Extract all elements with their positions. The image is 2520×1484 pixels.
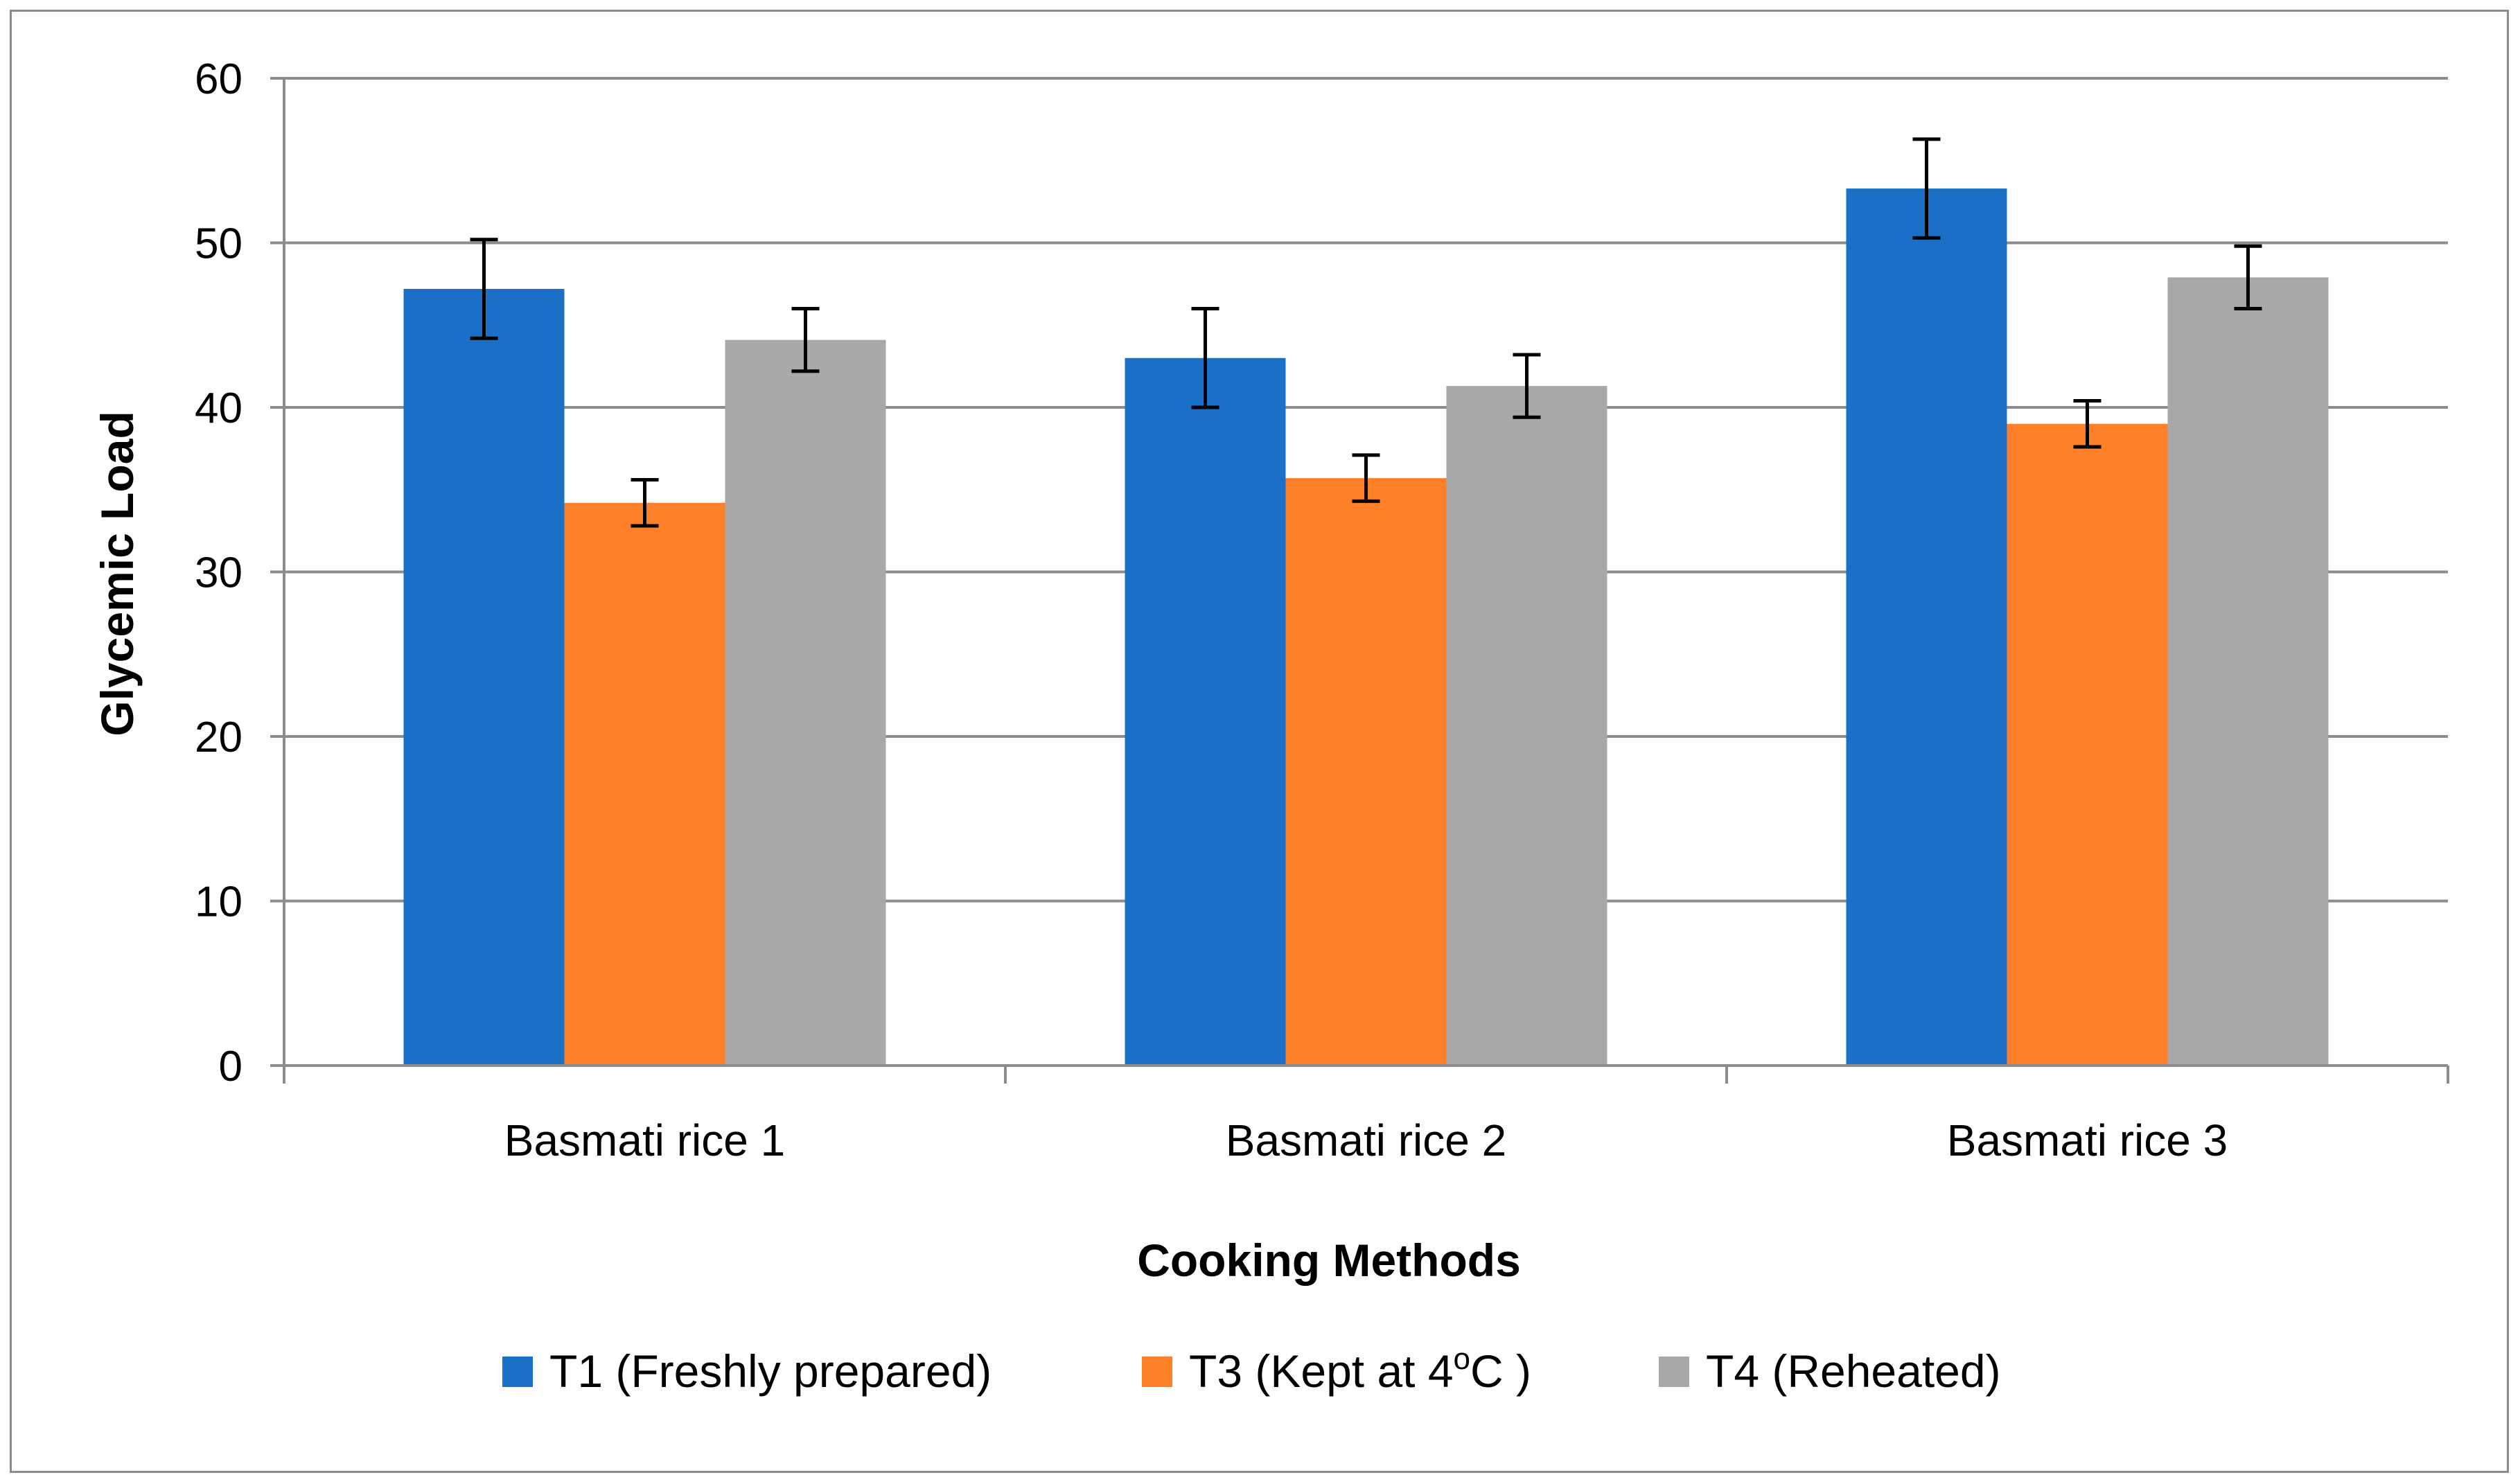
y-tick-label: 50: [195, 220, 243, 268]
bar-3-2: [2007, 423, 2168, 1066]
error-bar-2-3: [1513, 353, 1541, 419]
legend-swatch: [1142, 1357, 1172, 1387]
bar-3-1: [1846, 188, 2007, 1066]
bars: [403, 188, 2329, 1066]
legend-label: T4 (Reheated): [1706, 1345, 2001, 1397]
error-bar-3-2: [2073, 399, 2102, 449]
error-bar-1-1: [470, 238, 498, 340]
bar-2-1: [1125, 357, 1286, 1066]
legend-swatch: [502, 1357, 533, 1387]
x-axis-title: Cooking Methods: [1137, 1235, 1521, 1286]
error-bar-3-3: [2234, 244, 2262, 310]
x-tick-label: Basmati rice 3: [1947, 1115, 2228, 1165]
axes: [270, 77, 2449, 1084]
axis-labels: 0 10 20 30 40 50 60 Basmati rice 1 Basmati rice …: [195, 55, 2228, 1165]
error-bar-2-1: [1191, 307, 1219, 409]
bar-1-3: [725, 339, 886, 1066]
error-bar-2-2: [1352, 453, 1380, 503]
y-tick-label: 30: [195, 549, 243, 597]
bar-1-1: [403, 289, 565, 1066]
legend-label: T1 (Freshly prepared): [549, 1345, 992, 1397]
y-tick-label: 0: [219, 1043, 243, 1090]
error-bars: [470, 137, 2262, 528]
y-tick-label: 40: [195, 385, 243, 432]
y-tick-label: 20: [195, 714, 243, 761]
bar-2-2: [1285, 478, 1447, 1066]
x-tick-label: Basmati rice 1: [504, 1115, 785, 1165]
y-tick-label: 10: [195, 878, 243, 926]
legend-swatch: [1659, 1357, 1689, 1387]
legend-item-1: T1 (Freshly prepared): [502, 1345, 992, 1397]
x-tick-label: Basmati rice 2: [1226, 1115, 1506, 1165]
bar-1-2: [564, 502, 725, 1066]
y-tick-label: 60: [195, 55, 243, 103]
bar-3-3: [2167, 277, 2329, 1066]
legend: T1 (Freshly prepared) T3 (Kept at 4oC ) T4…: [502, 1342, 2001, 1397]
error-bar-1-3: [791, 307, 820, 373]
bar-2-3: [1446, 386, 1607, 1066]
error-bar-1-2: [631, 478, 659, 528]
y-axis-title: Glycemic Load: [91, 411, 143, 736]
legend-item-3: T4 (Reheated): [1659, 1345, 2001, 1397]
legend-label: T3 (Kept at 4oC ): [1189, 1342, 1531, 1397]
error-bar-3-1: [1912, 137, 1941, 240]
legend-item-2: T3 (Kept at 4oC ): [1142, 1342, 1531, 1397]
